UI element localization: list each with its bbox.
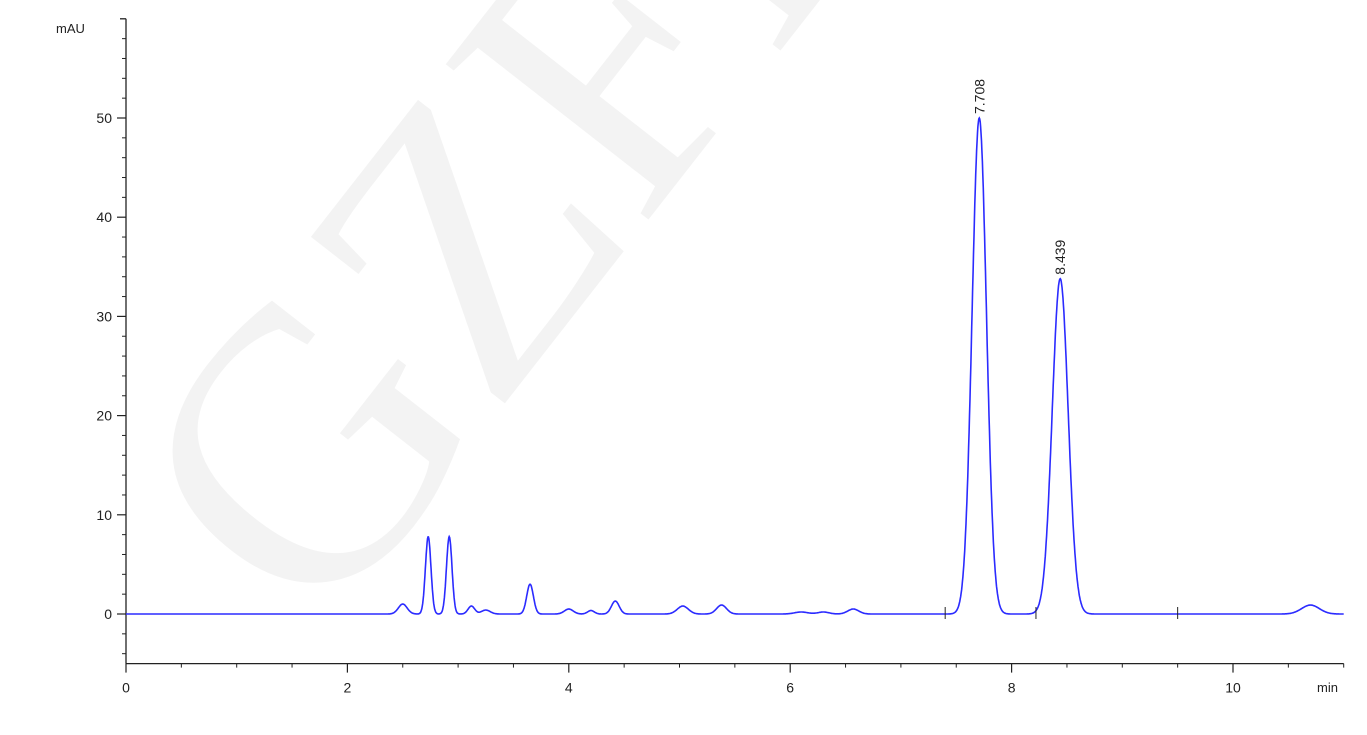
peak-label: 8.439 <box>1052 239 1068 274</box>
x-axis-label: min <box>1317 680 1338 695</box>
x-tick-label: 10 <box>1225 680 1241 696</box>
y-tick-label: 50 <box>96 110 112 126</box>
watermark: GZFLW <box>47 0 1199 692</box>
y-tick-label: 20 <box>96 408 112 424</box>
x-tick-label: 4 <box>565 680 573 696</box>
baseline-markers <box>944 607 1179 619</box>
axes: 0 10 20 30 40 50 0 2 4 6 8 10 <box>96 18 1345 696</box>
chromatogram-trace <box>126 116 1344 615</box>
y-tick-label: 0 <box>104 606 112 622</box>
y-tick-label: 10 <box>96 507 112 523</box>
x-tick-label: 2 <box>344 680 352 696</box>
peak-label: 7.708 <box>971 79 987 114</box>
x-tick-label: 0 <box>122 680 130 696</box>
y-axis-label: mAU <box>56 21 85 36</box>
x-tick-label: 8 <box>1008 680 1016 696</box>
x-tick-label: 6 <box>786 680 794 696</box>
y-tick-label: 40 <box>96 209 112 225</box>
peak-labels: 7.708 8.439 <box>971 79 1068 275</box>
y-tick-label: 30 <box>96 308 112 324</box>
watermark-text: GZFLW <box>47 0 1199 692</box>
